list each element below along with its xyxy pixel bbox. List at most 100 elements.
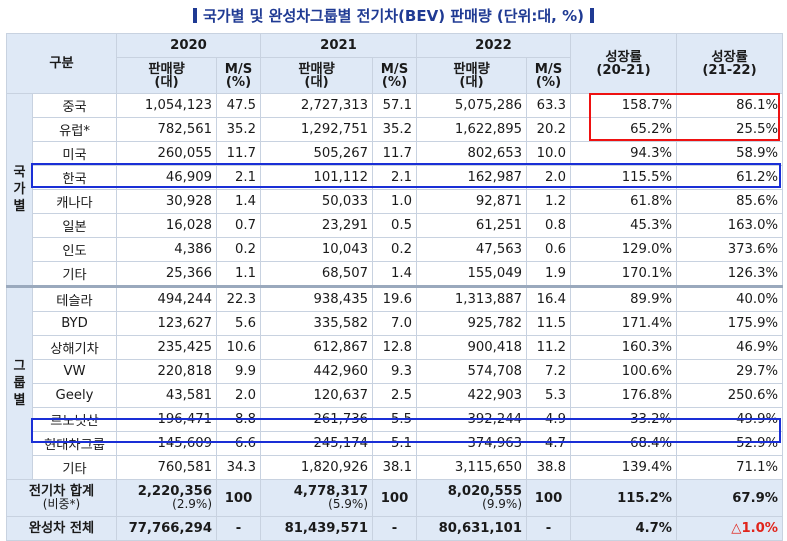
- row-name: 르노닛산: [31, 407, 118, 432]
- total-label: 전기차 합계 (비중*): [5, 479, 118, 517]
- header-sales: 판매량 (대): [416, 57, 528, 94]
- ms-2022: 10.0: [526, 141, 572, 166]
- ms-2022: 16.4: [526, 286, 572, 312]
- table-row: 현대차그룹 145,609 6.6 245,174 5.1 374,963 4.7 68.4%…: [7, 431, 784, 456]
- row-name: 기타: [31, 455, 118, 480]
- growth-21-22: 49.9%: [676, 407, 784, 432]
- sales-2020: 1,054,123: [116, 93, 218, 118]
- sales-2021: 120,637: [260, 383, 374, 408]
- growth-21-22: 46.9%: [676, 335, 784, 360]
- row-name: 현대차그룹: [31, 431, 118, 456]
- ms-2020: 35.2: [216, 117, 262, 142]
- title-bar-left: [193, 7, 197, 23]
- ms-2021: 5.5: [372, 407, 418, 432]
- sales-2021: 245,174: [260, 431, 374, 456]
- sales-2022: 1,622,895: [416, 117, 528, 142]
- row-name: 상해기차: [31, 335, 118, 360]
- table-row: 기타 760,581 34.3 1,820,926 38.1 3,115,650 38.8 1…: [7, 455, 784, 480]
- sales-2021: 335,582: [260, 311, 374, 336]
- growth-21-22: 126.3%: [676, 261, 784, 288]
- table-row: Geely 43,581 2.0 120,637 2.5 422,903 5.3 176.8%…: [7, 383, 784, 408]
- header-year-2020: 2020: [116, 33, 262, 58]
- total-sales-2021: 4,778,317 (5.9%): [260, 479, 374, 517]
- row-name: VW: [31, 359, 118, 384]
- row-name: BYD: [31, 311, 118, 336]
- growth-21-22: 71.1%: [676, 455, 784, 480]
- sales-2020: 123,627: [116, 311, 218, 336]
- row-name: 기타: [31, 261, 118, 288]
- growth-21-22: 86.1%: [676, 93, 784, 118]
- row-name: 미국: [31, 141, 118, 166]
- row-name: 유럽*: [31, 117, 118, 142]
- ms-2022: 5.3: [526, 383, 572, 408]
- growth-20-21: 61.8%: [570, 189, 678, 214]
- growth-21-22: 29.7%: [676, 359, 784, 384]
- header-year-2022: 2022: [416, 33, 572, 58]
- sales-2020: 782,561: [116, 117, 218, 142]
- title-text: 국가별 및 완성차그룹별 전기차(BEV) 판매량 (단위:대, %): [203, 6, 584, 25]
- table-row: 그 룹 별 테슬라 494,244 22.3 938,435 19.6 1,313,887 16.…: [6, 286, 784, 480]
- ms-2021: 11.7: [372, 141, 418, 166]
- growth-20-21: 68.4%: [570, 431, 678, 456]
- header-growth-20-21: 성장률 (20-21): [570, 33, 678, 94]
- total-ms-2022: 100: [526, 479, 572, 517]
- sales-2021: 938,435: [260, 286, 374, 312]
- table-row: 유럽* 782,561 35.2 1,292,751 35.2 1,622,895 20.2…: [7, 117, 784, 142]
- row-name: 캐나다: [31, 189, 118, 214]
- sales-2021: 612,867: [260, 335, 374, 360]
- ms-2020: 22.3: [216, 286, 262, 312]
- sales-2020: 760,581: [116, 455, 218, 480]
- ms-2021: 0.5: [372, 213, 418, 238]
- growth-20-21: 129.0%: [570, 237, 678, 262]
- table-row: 기타 25,366 1.1 68,507 1.4 155,049 1.9 170.1% 126.…: [7, 261, 784, 288]
- ms-2022: 0.6: [526, 237, 572, 262]
- sales-table: 구분 2020 2021 2022 성장률 (20-21) 성장률 (21-22) …: [5, 33, 784, 541]
- sales-2022: 5,075,286: [416, 93, 528, 118]
- ms-2020: 34.3: [216, 455, 262, 480]
- table-row: BYD 123,627 5.6 335,582 7.0 925,782 11.5 171.4%…: [7, 311, 784, 336]
- sales-2021: 23,291: [260, 213, 374, 238]
- growth-20-21: 158.7%: [570, 93, 678, 118]
- table-row: 인도 4,386 0.2 10,043 0.2 47,563 0.6 129.0% 373.6%: [7, 237, 784, 262]
- sales-2022: 47,563: [416, 237, 528, 262]
- row-name: 중국: [31, 93, 118, 118]
- ms-2022: 1.2: [526, 189, 572, 214]
- row-name: 인도: [31, 237, 118, 262]
- ms-2021: 5.1: [372, 431, 418, 456]
- growth-21-22: 163.0%: [676, 213, 784, 238]
- sales-2020: 196,471: [116, 407, 218, 432]
- ms-2021: 2.1: [372, 165, 418, 190]
- table-row: 한국 46,909 2.1 101,112 2.1 162,987 2.0 115.5% 61.…: [7, 165, 784, 190]
- total-sales-2020: 2,220,356 (2.9%): [116, 479, 218, 517]
- sales-2020: 145,609: [116, 431, 218, 456]
- sales-2022: 3,115,650: [416, 455, 528, 480]
- total-sales-2022: 8,020,555 (9.9%): [416, 479, 528, 517]
- growth-21-22: 58.9%: [676, 141, 784, 166]
- growth-21-22: 85.6%: [676, 189, 784, 214]
- sales-2021: 68,507: [260, 261, 374, 288]
- header-ms: M/S (%): [216, 57, 262, 94]
- growth-20-21: 100.6%: [570, 359, 678, 384]
- total-ms-2020: 100: [216, 479, 262, 517]
- table-row: VW 220,818 9.9 442,960 9.3 574,708 7.2 100.6% 29…: [7, 359, 784, 384]
- ms-2022: 4.9: [526, 407, 572, 432]
- sales-2020: 220,818: [116, 359, 218, 384]
- ms-2021: 7.0: [372, 311, 418, 336]
- table-row: 미국 260,055 11.7 505,267 11.7 802,653 10.0 94.3%…: [7, 141, 784, 166]
- growth-21-22: 250.6%: [676, 383, 784, 408]
- ms-2021: 9.3: [372, 359, 418, 384]
- sales-2020: 30,928: [116, 189, 218, 214]
- row-name: 한국: [31, 165, 118, 190]
- sales-2022: 155,049: [416, 261, 528, 288]
- ms-2021: 0.2: [372, 237, 418, 262]
- ms-2020: 1.1: [216, 261, 262, 288]
- ms-2022: 11.2: [526, 335, 572, 360]
- ms-2022: 11.5: [526, 311, 572, 336]
- growth-20-21: 115.5%: [570, 165, 678, 190]
- growth-20-21: 45.3%: [570, 213, 678, 238]
- ms-2020: 10.6: [216, 335, 262, 360]
- header-year-2021: 2021: [260, 33, 418, 58]
- table-row: 국 가 별 중국 1,054,123 47.5 2,727,313 57.1 5,075,286…: [6, 93, 784, 288]
- header-ms: M/S (%): [526, 57, 572, 94]
